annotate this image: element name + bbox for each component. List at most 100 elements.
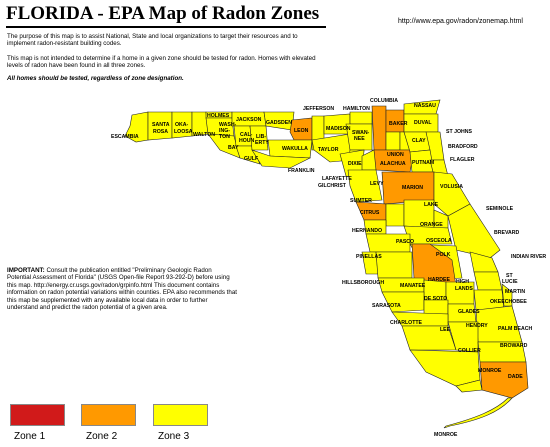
hamilton-county[interactable] [349, 111, 373, 125]
county-label-seminole: SEMINOLE [486, 206, 514, 212]
levy-county[interactable] [347, 169, 383, 203]
county-label-pinellas: PINELLAS [356, 254, 382, 260]
county-label-calhoun-1: CAL- [240, 132, 253, 138]
page-title: FLORIDA - EPA Map of Radon Zones [6, 3, 326, 28]
county-label-washington-1: WASH- [219, 122, 237, 128]
union-county[interactable] [385, 131, 401, 151]
county-label-levy: LEVY [370, 181, 384, 187]
county-label-st-johns: ST JOHNS [446, 129, 472, 135]
county-label-st-lucie-1: ST [506, 273, 513, 279]
sumter-county[interactable] [385, 203, 405, 227]
st-lucie-county[interactable] [473, 271, 503, 291]
county-label-desoto: DE SOTO [424, 296, 447, 302]
desoto-county[interactable] [423, 299, 449, 315]
county-label-hendry: HENDRY [466, 323, 488, 329]
county-label-wakulla: WAKULLA [282, 146, 308, 152]
county-label-pasco: PASCO [396, 239, 414, 245]
county-label-franklin: FRANKLIN [288, 168, 315, 174]
county-label-liberty-1: LIB- [256, 134, 266, 140]
sarasota-county[interactable] [381, 291, 425, 313]
county-label-nassau: NASSAU [414, 103, 436, 109]
county-label-taylor: TAYLOR [318, 147, 339, 153]
franklin-county[interactable] [251, 149, 312, 169]
county-label-washington-2: ING- [219, 128, 230, 134]
county-label-st-lucie-2: LUCIE [502, 279, 518, 285]
county-label-manatee: MANATEE [400, 283, 426, 289]
county-label-marion: MARION [402, 185, 423, 191]
county-label-lee: LEE [440, 327, 451, 333]
county-label-lake: LAKE [424, 202, 439, 208]
county-label-hillsborough: HILLSBOROUGH [342, 280, 384, 286]
county-label-glades: GLADES [458, 309, 480, 315]
county-label-union: UNION [387, 152, 404, 158]
florida-keys [443, 397, 513, 429]
county-label-baker: BAKER [389, 121, 408, 127]
county-label-leon: LEON [294, 128, 309, 134]
purpose-paragraph: The purpose of this map is to assist Nat… [7, 33, 298, 48]
county-label-suwannee-2: NEE [354, 136, 365, 142]
county-label-monroe-1: MONROE [478, 368, 502, 374]
county-label-hernando: HERNANDO [352, 228, 382, 234]
legend-swatch-zone2 [81, 404, 136, 426]
county-label-holmes: HOLMES [207, 113, 230, 119]
legend-label-zone1: Zone 1 [14, 431, 46, 442]
legend-swatch-zone1 [10, 404, 65, 426]
county-label-volusia: VOLUSIA [440, 184, 463, 190]
county-label-duval: DUVAL [414, 120, 432, 126]
county-label-brevard: BREVARD [494, 230, 520, 236]
county-label-osceola: OSCEOLA [426, 238, 452, 244]
county-label-citrus: CITRUS [360, 210, 380, 216]
county-label-santa-rosa-1: SANTA [152, 122, 170, 128]
county-label-okaloosa-2: LOOSA [174, 129, 193, 135]
county-label-walton: WALTON [193, 132, 215, 138]
county-label-gadsden: GADSDEN [266, 120, 292, 126]
county-label-bay: BAY [228, 145, 239, 151]
county-label-broward: BROWARD [500, 343, 528, 349]
county-label-monroe-2: MONROE [434, 432, 458, 438]
county-label-hamilton: HAMILTON [343, 106, 370, 112]
county-label-palm-beach: PALM BEACH [498, 326, 532, 332]
county-label-columbia: COLUMBIA [370, 98, 398, 104]
source-url[interactable]: http://www.epa.gov/radon/zonemap.html [398, 18, 523, 25]
columbia-county[interactable] [371, 105, 387, 151]
collier-county[interactable] [409, 349, 481, 387]
county-label-dixie: DIXIE [348, 161, 362, 167]
county-label-hardee: HARDEE [428, 277, 450, 283]
county-label-okeechobee: OKEECHOBEE [490, 299, 527, 305]
county-label-martin: MARTIN [505, 289, 525, 295]
county-label-flagler: FLAGLER [450, 157, 475, 163]
important-label: IMPORTANT: [7, 267, 45, 274]
county-label-orange: ORANGE [420, 222, 443, 228]
county-label-bradford: BRADFORD [448, 144, 478, 150]
county-label-clay: CLAY [412, 138, 426, 144]
not-intended-paragraph: This map is not intended to determine if… [7, 55, 316, 70]
county-label-washington-3: TON [219, 134, 230, 140]
legend-label-zone2: Zone 2 [86, 431, 118, 442]
county-label-liberty-2: ERTY [255, 140, 269, 146]
county-label-sarasota: SARASOTA [372, 303, 401, 309]
county-label-santa-rosa-2: ROSA [153, 129, 168, 135]
county-label-highlands-1: HIGH [456, 279, 469, 285]
county-label-highlands-2: LANDS [455, 286, 473, 292]
county-label-jefferson: JEFFERSON [303, 106, 334, 112]
county-label-collier: COLLIER [458, 348, 481, 354]
county-label-polk: POLK [436, 252, 451, 258]
county-label-suwannee-1: SWAN- [352, 130, 370, 136]
important-note: IMPORTANT: Consult the publication entit… [7, 267, 237, 311]
county-label-escambia: ESCAMBIA [111, 134, 139, 140]
county-label-gulf: GULF [244, 156, 258, 162]
brevard-county[interactable] [447, 203, 501, 259]
county-label-okaloosa-1: OKA- [175, 122, 189, 128]
important-text: Consult the publication entitled "Prelim… [7, 267, 237, 312]
liberty-county[interactable] [249, 125, 269, 151]
county-label-putnam: PUTNAM [412, 160, 434, 166]
county-label-jackson: JACKSON [236, 117, 262, 123]
county-label-indian-river: INDIAN RIVER [511, 254, 546, 260]
county-label-madison: MADISON [326, 126, 351, 132]
county-label-charlotte: CHARLOTTE [390, 320, 423, 326]
dade-county[interactable] [479, 361, 529, 399]
county-label-alachua: ALACHUA [380, 161, 406, 167]
legend-label-zone3: Zone 3 [158, 431, 190, 442]
all-homes-note: All homes should be tested, regardless o… [7, 75, 184, 82]
